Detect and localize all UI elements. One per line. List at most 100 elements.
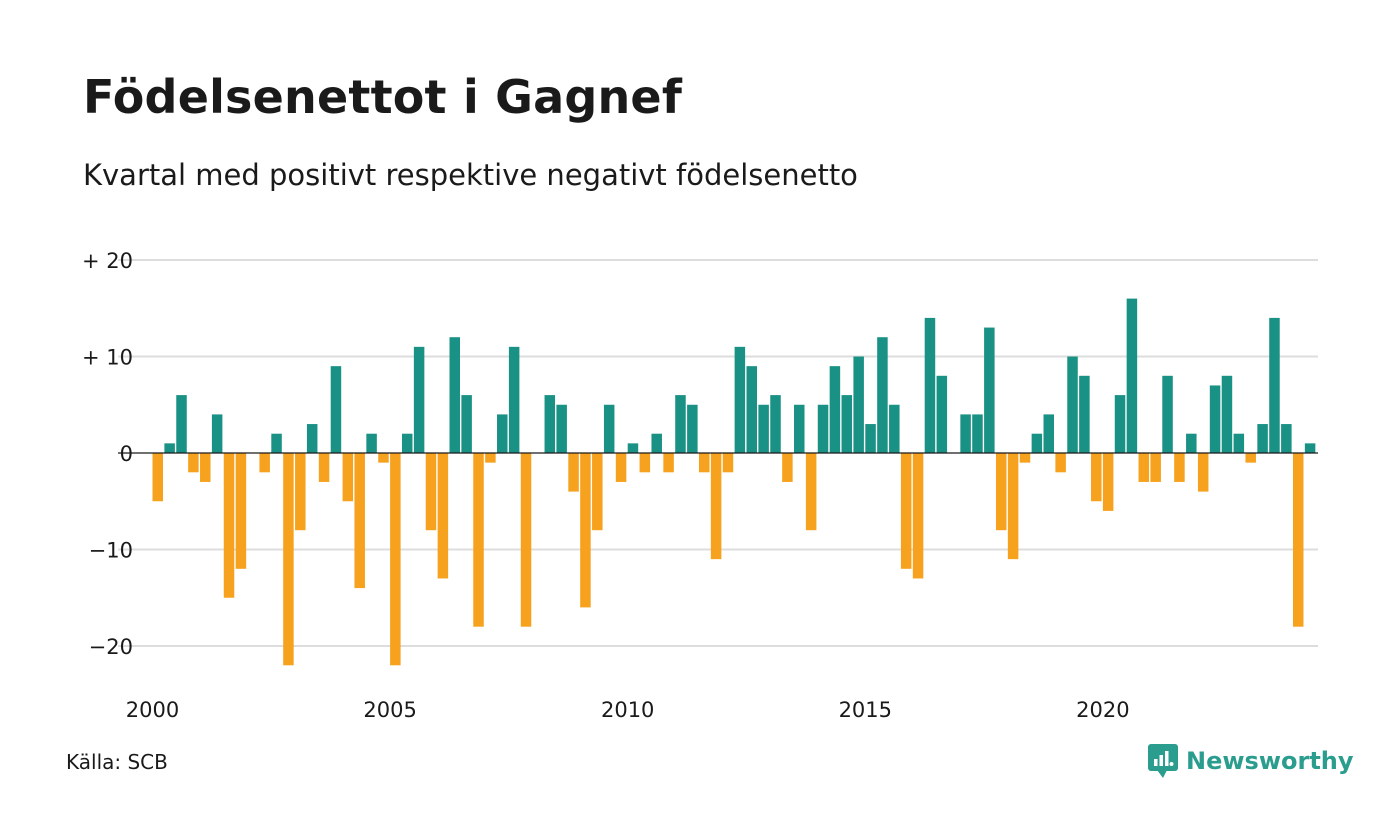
bar-negative [473,453,484,627]
bar-positive [1209,385,1221,453]
bar-positive [770,395,781,453]
bar-negative [295,453,306,531]
bar-positive [794,404,805,453]
bar-negative [1138,453,1150,482]
y-tick-label: + 10 [82,346,133,370]
bar-negative [663,453,674,473]
chart-subtitle: Kvartal med positivt respektive negativt… [83,158,858,192]
bar-positive [401,433,413,453]
bar-positive [687,404,698,453]
bar-positive [627,443,639,453]
x-tick-label: 2010 [601,698,654,722]
bar-positive [1114,395,1126,453]
bar-negative [1150,453,1161,482]
bar-negative [1055,453,1066,473]
bar-negative [615,453,627,482]
bar-negative [995,453,1007,531]
bar-negative [188,453,199,473]
bar-positive [211,414,223,453]
bar-negative [1174,453,1185,482]
bar-negative [378,453,389,463]
bar-negative [710,453,722,560]
bars [118,298,1318,666]
bar-positive [1031,433,1043,453]
bar-negative [354,453,365,589]
bar-positive [1221,375,1233,453]
bar-positive [1067,356,1078,453]
bar-positive [889,404,900,453]
bar-negative [318,453,330,482]
bar-positive [449,337,460,453]
bar-positive [758,404,769,453]
y-tick-label: + 20 [82,249,133,273]
bar-negative [782,453,793,482]
bar-negative [900,453,912,569]
bar-positive [746,366,757,453]
bar-positive [164,443,175,453]
bar-positive [271,433,282,453]
bar-negative [390,453,401,666]
x-axis-labels: 2000 2005 2010 2015 2020 [126,698,1130,722]
bar-negative [1292,453,1304,627]
x-tick-label: 2005 [363,698,416,722]
bar-positive [1257,424,1268,453]
bar-positive [556,404,567,453]
bar-negative [1019,453,1031,463]
newsworthy-logo-icon [1148,744,1178,778]
bar-positive [461,395,472,453]
bar-negative [1102,453,1114,511]
bar-negative [568,453,579,492]
bar-positive [330,366,342,453]
bar-positive [841,395,853,453]
bar-negative [283,453,294,666]
y-tick-label: −20 [89,635,133,659]
bar-positive [306,424,318,453]
bar-positive [497,414,508,453]
bar-positive [984,327,995,453]
source-note: Källa: SCB [66,750,168,774]
x-tick-label: 2020 [1076,698,1129,722]
bar-positive [817,404,829,453]
bar-positive [734,346,746,453]
y-axis-labels: + 20 + 10 0 −10 −20 [82,249,133,659]
bar-negative [1091,453,1102,502]
bar-positive [1186,433,1197,453]
bar-positive [853,356,864,453]
bar-negative [200,453,211,482]
bar-positive [413,346,425,453]
bar-negative [437,453,449,579]
bar-positive [1233,433,1245,453]
bar-negative [520,453,532,627]
bar-positive [544,395,556,453]
y-tick-label: −10 [89,539,133,563]
bar-negative [425,453,437,531]
bar-positive [829,366,841,453]
bar-positive [972,414,983,453]
bar-negative [1197,453,1209,492]
bar-positive [1304,443,1316,453]
bar-positive [960,414,971,453]
bar-positive [936,375,948,453]
bar-negative [152,453,163,502]
bar-positive [651,433,662,453]
bar-positive [1281,424,1292,453]
bar-negative [1245,453,1256,463]
bar-negative [805,453,817,531]
bar-positive [675,395,686,453]
bar-positive [1079,375,1090,453]
bar-positive [1269,317,1280,453]
bar-positive [924,317,936,453]
bar-positive [603,404,615,453]
bar-negative [342,453,354,502]
bar-positive [865,424,876,453]
x-tick-label: 2015 [839,698,892,722]
bar-negative [580,453,591,608]
bar-negative [223,453,235,598]
chart-title: Födelsenettot i Gagnef [83,70,683,124]
bar-positive [1162,375,1173,453]
bar-positive [366,433,377,453]
bar-negative [722,453,734,473]
bar-positive [1043,414,1054,453]
bar-positive [877,337,888,453]
